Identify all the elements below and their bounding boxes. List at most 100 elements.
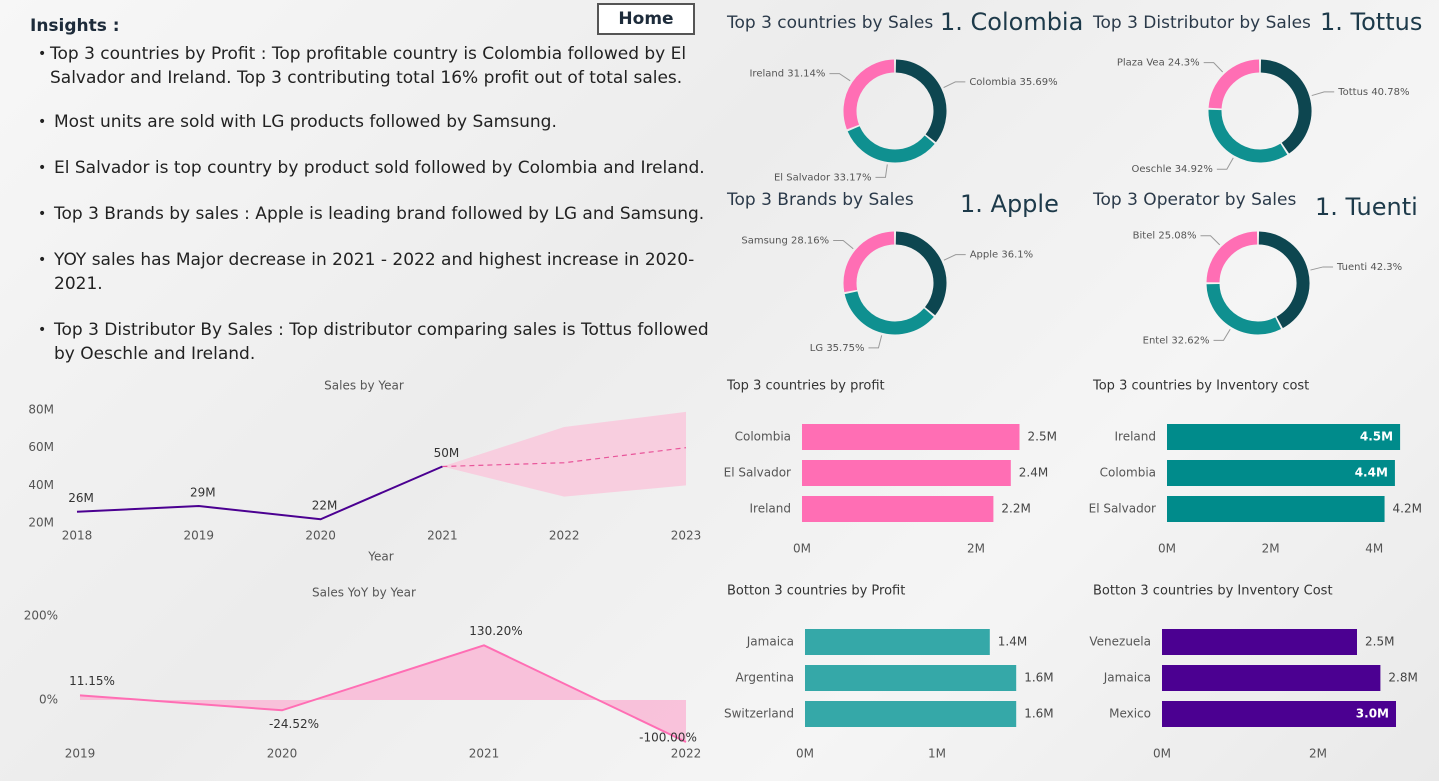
bar (802, 460, 1011, 486)
category-name: Bitel (1133, 231, 1156, 242)
donut-label: Oeschle 34.92% (1132, 164, 1213, 175)
insight-item: Top 3 Brands by sales : Apple is leading… (30, 202, 710, 226)
category-name: Entel (1143, 335, 1169, 346)
value-label: 33.17% (833, 172, 871, 183)
leader-line (943, 81, 966, 88)
bar (805, 665, 1017, 691)
insights-list: Top 3 countries by Profit : Top profitab… (30, 42, 710, 366)
category-name: Tuenti (1336, 262, 1367, 273)
data-label: 11.15% (69, 674, 115, 688)
value-label: 24.3% (1168, 58, 1200, 69)
category-name: LG (810, 343, 823, 354)
data-label: 4.5M (1360, 430, 1393, 444)
y-tick-label: 200% (24, 609, 58, 623)
donut-label: Plaza Vea 24.3% (1117, 58, 1200, 69)
value-label: 35.75% (826, 343, 864, 354)
donut-segment (847, 125, 935, 163)
x-tick-label: 0M (796, 747, 814, 761)
forecast-band (442, 411, 686, 497)
x-tick-label: 2021 (427, 529, 458, 543)
leader-line (1203, 62, 1224, 73)
donut-segment (895, 59, 947, 143)
data-label: -24.52% (269, 717, 319, 731)
x-tick-label: 2M (967, 542, 985, 556)
bar (1162, 629, 1357, 655)
category-label: El Salvador (724, 466, 791, 480)
category-name: Ireland (749, 69, 784, 80)
category-label: El Salvador (1089, 502, 1156, 516)
chart-title: Botton 3 countries by Profit (727, 584, 905, 599)
donut-segment (895, 231, 947, 316)
leader-line (1311, 91, 1335, 97)
x-tick-label: 2022 (549, 529, 580, 543)
value-label: 28.16% (791, 236, 829, 247)
data-label: 29M (190, 486, 216, 500)
y-tick-label: 20M (28, 516, 54, 530)
value-label: 32.62% (1171, 335, 1209, 346)
category-label: Colombia (735, 430, 791, 444)
bar (1167, 460, 1395, 486)
category-name: El Salvador (774, 172, 831, 183)
category-name: Apple (970, 250, 998, 261)
data-label: 2.8M (1388, 671, 1417, 685)
leader-line (943, 254, 966, 261)
data-label: 1.6M (1024, 671, 1053, 685)
x-tick-label: 4M (1365, 542, 1383, 556)
category-label: Jamaica (746, 635, 794, 649)
value-label: 31.14% (787, 69, 825, 80)
donut-segment (843, 59, 895, 130)
category-label: Colombia (1100, 466, 1156, 480)
leader-line (875, 164, 888, 178)
chart-title: Sales by Year (324, 379, 404, 393)
donut-label: Colombia 35.69% (969, 77, 1057, 88)
x-tick-label: 1M (928, 747, 946, 761)
chart-title: Top 3 countries by Inventory cost (1092, 379, 1309, 394)
category-label: Argentina (735, 671, 794, 685)
data-label: 50M (434, 446, 460, 460)
bar (805, 701, 1017, 727)
leader-line (1200, 235, 1221, 246)
leader-line (833, 240, 854, 250)
insight-item: Top 3 countries by Profit : Top profitab… (30, 42, 710, 90)
yoy-area (80, 645, 686, 742)
category-label: Mexico (1109, 707, 1151, 721)
bar (802, 496, 994, 522)
category-label: Ireland (1114, 430, 1156, 444)
bar (1162, 665, 1381, 691)
value-label: 35.69% (1020, 77, 1058, 88)
data-label: 2.4M (1019, 466, 1048, 480)
data-label: 3.0M (1356, 707, 1389, 721)
y-tick-label: 0% (39, 693, 58, 707)
insight-item: Most units are sold with LG products fol… (30, 110, 710, 134)
data-label: 2.2M (1001, 502, 1030, 516)
y-tick-label: 60M (28, 440, 54, 454)
donut-label: Entel 32.62% (1143, 335, 1210, 346)
donut-segment (844, 291, 934, 335)
data-label: -100.00% (639, 731, 697, 745)
chart-title: Top 3 Brands by Sales (726, 190, 914, 210)
category-name: Colombia (969, 77, 1016, 88)
leader-line (829, 73, 851, 82)
chart-title: Top 3 countries by profit (726, 379, 885, 394)
insight-item: Top 3 Distributor By Sales : Top distrib… (30, 318, 710, 366)
donut-label: Apple 36.1% (970, 250, 1033, 261)
donut-label: Tottus 40.78% (1337, 87, 1409, 98)
yoy-line (79, 644, 687, 743)
highlight: 1. Tottus (1320, 8, 1422, 36)
donut-segment (1260, 59, 1312, 154)
value-label: 40.78% (1371, 87, 1409, 98)
data-label: 26M (68, 491, 94, 505)
category-label: Jamaica (1103, 671, 1151, 685)
data-label: 4.4M (1355, 466, 1388, 480)
chart-title: Sales YoY by Year (312, 586, 416, 600)
x-tick-label: 0M (1153, 747, 1171, 761)
leader-line (1213, 329, 1231, 341)
x-tick-label: 2018 (62, 529, 93, 543)
bar (1167, 496, 1385, 522)
donut-label: Ireland 31.14% (749, 69, 825, 80)
y-tick-label: 80M (28, 403, 54, 417)
home-button[interactable]: Home (597, 3, 695, 35)
sales-line (76, 465, 443, 521)
insight-item: El Salvador is top country by product so… (30, 156, 710, 180)
donut-segment (1208, 109, 1288, 163)
